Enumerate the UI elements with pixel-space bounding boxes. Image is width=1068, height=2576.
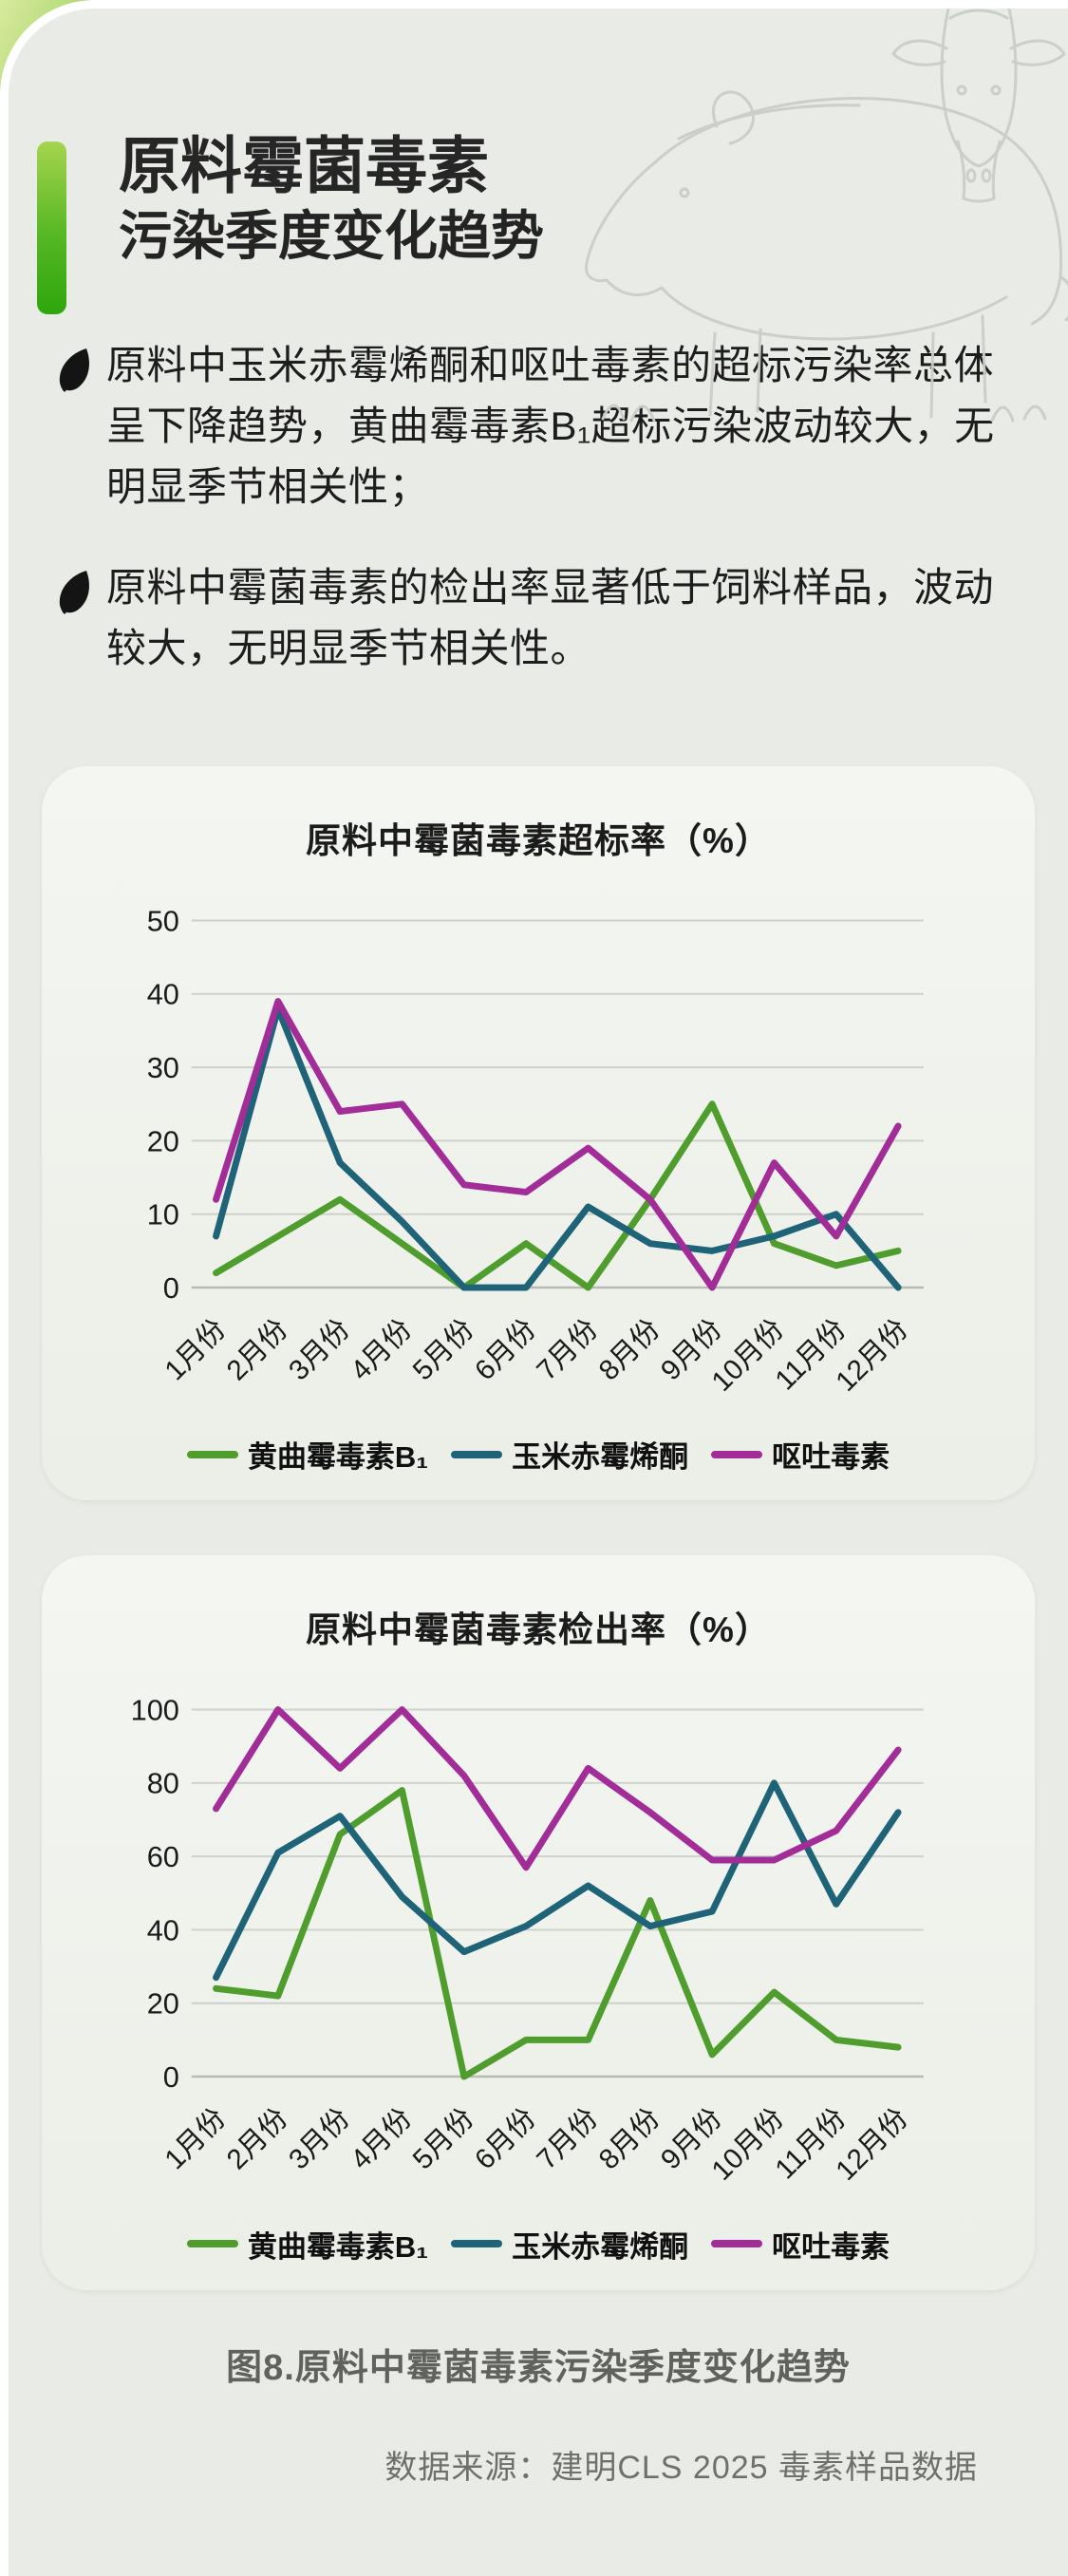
page-subtitle: 污染季度变化趋势 (119, 205, 544, 266)
series-line (213, 1706, 902, 1871)
summary-bullets: 原料中玉米赤霉烯酮和呕吐毒素的超标污染率总体呈下降趋势，黄曲霉毒素B₁超标污染波… (58, 335, 1019, 678)
legend-swatch (186, 1450, 238, 1458)
leaf-icon (59, 570, 89, 614)
y-axis-tick-label: 40 (147, 977, 179, 1010)
series-line (213, 1100, 902, 1291)
x-axis-tick-label: 2月份 (221, 2103, 294, 2176)
x-axis-tick-label: 8月份 (593, 1313, 666, 1386)
x-axis-tick-label: 4月份 (345, 1313, 418, 1386)
y-axis-tick-label: 100 (131, 1694, 179, 1727)
x-axis-tick-label: 7月份 (531, 1313, 604, 1386)
legend-item: 玉米赤霉烯酮 (451, 1433, 688, 1476)
series-line (213, 1787, 902, 2080)
bullet-text: 原料中玉米赤霉烯酮和呕吐毒素的超标污染率总体呈下降趋势，黄曲霉毒素B₁超标污染波… (106, 343, 995, 510)
x-axis-tick-label: 6月份 (469, 1313, 542, 1386)
chart-legend: 黄曲霉毒素B₁ 玉米赤霉烯酮 呕吐毒素 (61, 1433, 1016, 1476)
x-axis-tick-label: 3月份 (283, 2103, 356, 2176)
y-axis-tick-label: 50 (147, 904, 179, 937)
x-axis-tick-label: 5月份 (407, 1313, 480, 1386)
x-axis-tick-label: 1月份 (159, 2103, 232, 2176)
x-axis-tick-label: 4月份 (345, 2103, 418, 2176)
x-axis-tick-label: 1月份 (159, 1313, 232, 1386)
chart-card-detection: 原料中霉菌毒素检出率（%） 0 20 40 60 80 100 1月份 2月份 3月份 4月份 5月… (42, 1555, 1035, 2290)
leaf-icon (59, 348, 89, 392)
series-line (213, 997, 902, 1291)
y-axis-tick-label: 30 (147, 1051, 179, 1084)
y-axis-tick-label: 0 (163, 2060, 179, 2094)
bullet-item: 原料中霉菌毒素的检出率显著低于饲料样品，波动较大，无明显季节相关性。 (58, 557, 1019, 679)
y-axis-tick-label: 10 (147, 1197, 179, 1231)
legend-item: 黄曲霉毒素B₁ (186, 1433, 429, 1476)
chart-title: 原料中霉菌毒素超标率（%） (306, 820, 771, 860)
x-axis-tick-label: 2月份 (221, 1313, 294, 1386)
legend-label: 玉米赤霉烯酮 (512, 2229, 689, 2264)
legend-item: 呕吐毒素 (711, 1433, 890, 1476)
chart-legend: 黄曲霉毒素B₁ 玉米赤霉烯酮 呕吐毒素 (61, 2223, 1016, 2266)
x-axis-tick-label: 7月份 (531, 2103, 604, 2176)
data-source: 数据来源：建明CLS 2025 毒素样品数据 (384, 2449, 978, 2486)
legend-label: 黄曲霉毒素B₁ (247, 2229, 429, 2264)
bullet-text: 原料中霉菌毒素的检出率显著低于饲料样品，波动较大，无明显季节相关性。 (106, 564, 995, 670)
series-line (213, 1779, 902, 1982)
exceedance-line-chart: 010203040501月份2月份3月份4月份5月份6月份7月份8月份9月份10… (147, 904, 924, 1398)
legend-item: 玉米赤霉烯酮 (451, 2223, 688, 2266)
legend-label: 呕吐毒素 (772, 2229, 890, 2264)
bullet-item: 原料中玉米赤霉烯酮和呕吐毒素的超标污染率总体呈下降趋势，黄曲霉毒素B₁超标污染波… (58, 335, 1019, 517)
y-axis-tick-label: 0 (163, 1271, 179, 1305)
x-axis-tick-label: 8月份 (593, 2103, 666, 2176)
legend-swatch (711, 2240, 763, 2248)
legend-label: 黄曲霉毒素B₁ (247, 1440, 429, 1475)
page-title: 原料霉菌毒素 (119, 131, 490, 200)
detection-line-chart: 0204060801001月份2月份3月份4月份5月份6月份7月份8月份9月份1… (131, 1694, 924, 2187)
legend-label: 玉米赤霉烯酮 (512, 1440, 689, 1475)
y-axis-tick-label: 20 (147, 1987, 179, 2021)
legend-label: 呕吐毒素 (772, 1440, 890, 1475)
y-axis-tick-label: 20 (147, 1124, 179, 1157)
legend-item: 黄曲霉毒素B₁ (186, 2223, 429, 2266)
y-axis-tick-label: 60 (147, 1840, 179, 1873)
x-axis-tick-label: 5月份 (407, 2103, 480, 2176)
legend-swatch (711, 1450, 763, 1458)
page-header: 原料霉菌毒素 污染季度变化趋势 (37, 131, 1030, 314)
title-accent-bar (37, 141, 66, 314)
chart-card-exceedance: 原料中霉菌毒素超标率（%） 0 10 20 30 40 50 1月份 2月份 3月份 4月份 5月份… (42, 765, 1035, 1501)
figure-caption: 图8.原料中霉菌毒素污染季度变化趋势 (226, 2347, 851, 2388)
legend-swatch (451, 1450, 503, 1458)
legend-swatch (451, 2240, 503, 2248)
x-axis-tick-label: 6月份 (469, 2103, 542, 2176)
series-line (213, 1005, 902, 1291)
legend-swatch (186, 2240, 238, 2248)
chart-title: 原料中霉菌毒素检出率（%） (306, 1610, 771, 1650)
legend-item: 呕吐毒素 (711, 2223, 890, 2266)
x-axis-tick-label: 3月份 (283, 1313, 356, 1386)
y-axis-tick-label: 40 (147, 1914, 179, 1947)
y-axis-tick-label: 80 (147, 1767, 179, 1800)
